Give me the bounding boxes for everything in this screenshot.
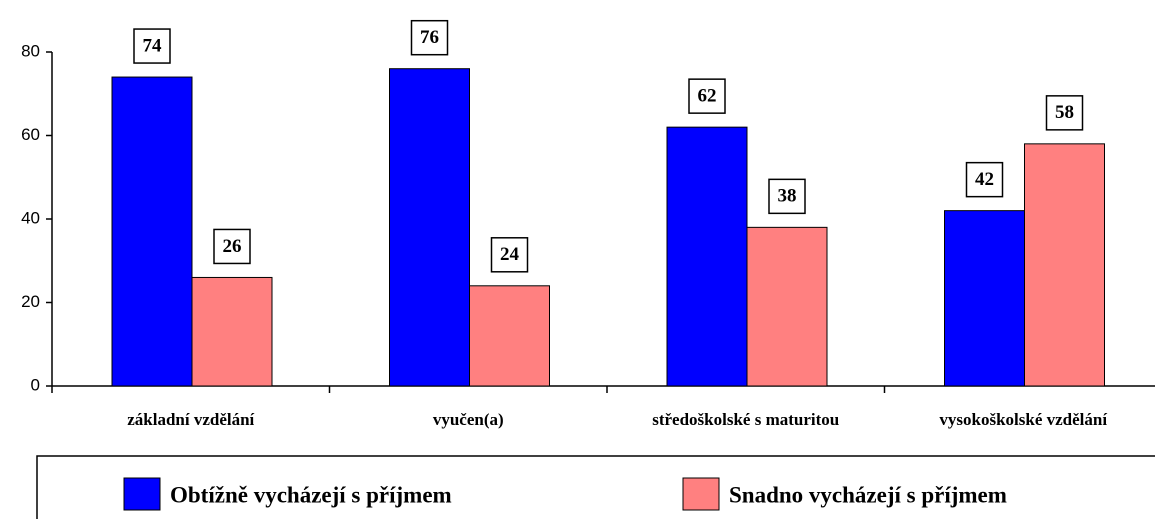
data-label: 62 xyxy=(698,86,717,107)
bar xyxy=(469,285,550,387)
data-label: 24 xyxy=(500,244,520,265)
data-label-box xyxy=(133,28,171,64)
legend-swatch xyxy=(123,477,161,511)
bar xyxy=(1024,143,1105,387)
y-tick-label: 60 xyxy=(21,125,40,144)
data-label-box xyxy=(1045,95,1084,131)
y-tick-label: 40 xyxy=(21,208,40,227)
data-label-box xyxy=(410,19,449,56)
x-tick-label: vyučen(a) xyxy=(433,410,504,429)
bar xyxy=(944,210,1025,387)
x-tick-label: základní vzdělání xyxy=(127,410,254,429)
bar xyxy=(746,226,828,387)
legend-box xyxy=(36,455,1155,519)
data-label-box xyxy=(213,228,251,265)
bar xyxy=(111,76,193,387)
legend-swatch xyxy=(682,477,720,511)
x-tick-label: středoškolské s maturitou xyxy=(652,410,839,429)
data-label: 26 xyxy=(223,236,242,257)
data-label: 76 xyxy=(420,27,439,48)
bar xyxy=(666,126,748,387)
data-label: 38 xyxy=(778,186,797,207)
x-tick-label: vysokoškolské vzdělání xyxy=(939,410,1107,429)
y-tick-label: 0 xyxy=(31,375,40,394)
data-label: 74 xyxy=(143,35,163,56)
data-label-box xyxy=(688,78,726,114)
bar xyxy=(191,276,273,387)
y-tick-label: 20 xyxy=(21,292,40,311)
y-tick-label: 80 xyxy=(21,41,40,60)
legend-label: Obtížně vycházejí s příjmem xyxy=(170,482,452,507)
bar xyxy=(389,68,470,387)
data-label-box xyxy=(490,237,529,273)
data-label: 42 xyxy=(975,169,994,190)
legend-label: Snadno vycházejí s příjmem xyxy=(729,482,1007,507)
data-label: 58 xyxy=(1055,102,1074,123)
data-label-box xyxy=(965,161,1004,198)
data-label-box xyxy=(768,178,806,215)
